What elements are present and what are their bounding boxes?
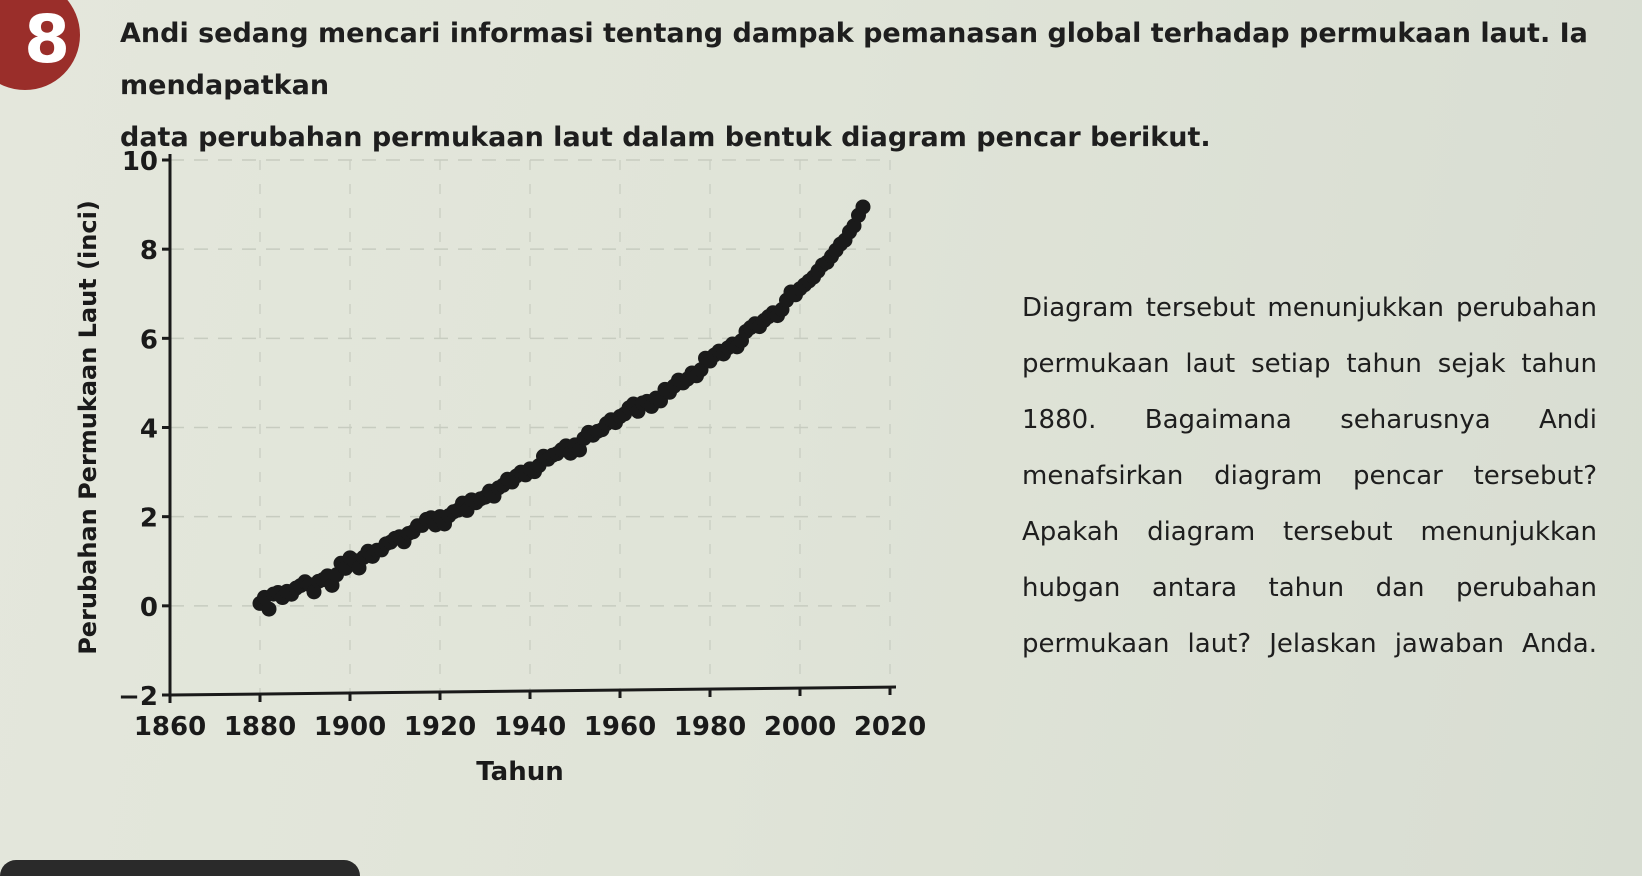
y-tick-label: 8 [140, 236, 158, 266]
page-edge-decoration [0, 860, 360, 876]
points-layer [252, 199, 871, 617]
x-axis-label: Tahun [476, 757, 563, 787]
y-tick-label: 10 [122, 147, 158, 177]
data-point [261, 601, 277, 617]
intro-line-2: data perubahan permukaan laut dalam bent… [120, 122, 1211, 153]
scatter-chart-svg: −2 0 2 4 6 8 10 1860 1880 1900 1920 1940 1960 1980 200… [74, 147, 926, 787]
grid-layer [170, 159, 891, 695]
y-tick-label: 0 [140, 593, 158, 623]
data-point [572, 442, 587, 458]
x-tick-label: 1880 [224, 712, 296, 742]
x-tick-label: 1860 [134, 712, 206, 742]
y-tick-label: −2 [118, 682, 158, 712]
question-text: Diagram tersebut menunjukkan perubahan p… [1022, 293, 1597, 659]
y-tick-label: 6 [140, 325, 158, 355]
y-axis-label: Perubahan Permukaan Laut (inci) [74, 200, 102, 655]
x-tick-label: 1920 [404, 712, 476, 742]
x-tick-label: 2020 [854, 712, 926, 742]
problem-number-badge: 8 [0, 0, 80, 90]
x-tick-label: 2000 [764, 712, 836, 742]
y-tick-label: 2 [140, 504, 158, 534]
y-tick-label: 4 [140, 415, 158, 445]
x-tick-label: 1960 [584, 712, 656, 742]
labels-layer: Perubahan Permukaan Laut (inci) Tahun [74, 200, 564, 787]
scatter-chart: −2 0 2 4 6 8 10 1860 1880 1900 1920 1940 1960 1980 200… [60, 140, 980, 840]
axes-layer: −2 0 2 4 6 8 10 1860 1880 1900 1920 1940 1960 1980 200… [118, 147, 926, 742]
problem-intro: Andi sedang mencari informasi tentang da… [120, 8, 1640, 164]
x-tick-label: 1980 [674, 712, 746, 742]
x-tick-label: 1900 [314, 712, 386, 742]
data-point [855, 199, 871, 215]
x-axis-line [169, 685, 897, 697]
intro-line-1: Andi sedang mencari informasi tentang da… [120, 18, 1588, 101]
x-tick-label: 1940 [494, 712, 566, 742]
